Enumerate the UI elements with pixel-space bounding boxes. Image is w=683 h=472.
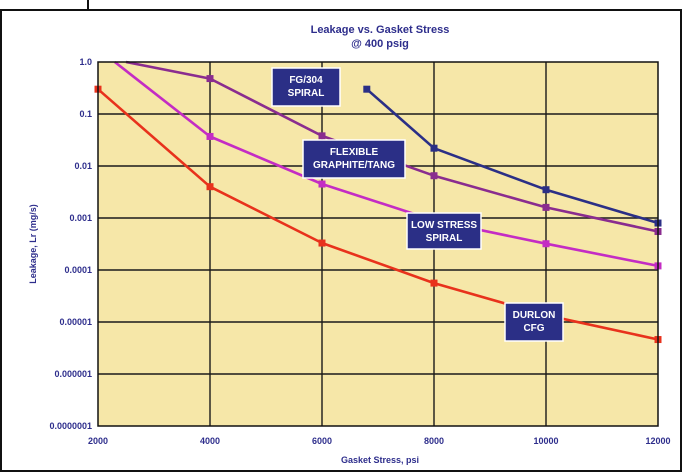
annotation-box-1: FLEXIBLE GRAPHITE/TANG: [302, 139, 406, 179]
x-tick-label: 4000: [200, 436, 220, 446]
series-point-3: [206, 183, 214, 191]
series-point-2: [318, 180, 326, 188]
plot-border: [97, 61, 659, 427]
series-point-0: [542, 186, 550, 194]
annotation-layer: FG/304 SPIRAL FLEXIBLE GRAPHITE/TANG LOW STR…: [271, 67, 564, 342]
annotation-text-line: CFG: [523, 323, 544, 334]
y-tick-label: 0.000001: [54, 369, 92, 379]
y-tick-label: 0.01: [74, 161, 92, 171]
annotation-text-line: DURLON: [513, 310, 556, 321]
series-point-0: [363, 85, 371, 93]
annotation-bg: [504, 302, 564, 342]
annotation-text-line: FG/304: [289, 75, 323, 86]
x-tick-label: 6000: [312, 436, 332, 446]
series-point-1: [430, 172, 438, 180]
x-tick-label: 10000: [533, 436, 558, 446]
annotation-text-line: LOW STRESS: [411, 220, 477, 231]
y-tick-label: 0.0000001: [49, 421, 92, 431]
series-point-1: [318, 132, 326, 140]
ticks-layer: 2000 4000 6000 8000 10000 12000 1.0 0.1 0.01 0.00…: [49, 57, 670, 446]
y-tick-label: 0.0001: [64, 265, 92, 275]
annotation-box-0: FG/304 SPIRAL: [271, 67, 341, 107]
y-tick-label: 0.1: [79, 109, 92, 119]
chart-title: Leakage vs. Gasket Stress: [311, 24, 450, 36]
annotation-box-2: LOW STRESS SPIRAL: [406, 212, 482, 250]
annotation-bg: [302, 139, 406, 179]
grid: [98, 62, 658, 426]
annotation-bg: [406, 212, 482, 250]
y-tick-label: 1.0: [79, 57, 92, 67]
series-point-1: [542, 203, 550, 211]
plot-background: [98, 62, 658, 426]
y-tick-label: 0.00001: [59, 317, 92, 327]
series-line-0: [365, 88, 659, 225]
annotation-box-3: DURLON CFG: [504, 302, 564, 342]
series-line-3: [97, 88, 659, 341]
annotation-text-line: SPIRAL: [288, 88, 325, 99]
y-axis-label: Leakage, Lr (mg/s): [28, 204, 38, 284]
x-tick-label: 2000: [88, 436, 108, 446]
x-axis-label: Gasket Stress, psi: [341, 455, 419, 465]
series-point-1: [206, 75, 214, 83]
y-tick-label: 0.001: [69, 213, 92, 223]
series-point-2: [206, 132, 214, 140]
series-point-0: [430, 144, 438, 152]
x-tick-label: 12000: [645, 436, 670, 446]
annotation-bg: [271, 67, 341, 107]
series-point-3: [318, 239, 326, 247]
chart-subtitle: @ 400 psig: [351, 38, 409, 50]
annotation-text-line: SPIRAL: [426, 233, 463, 244]
annotation-text-line: FLEXIBLE: [330, 147, 379, 158]
annotation-text-line: GRAPHITE/TANG: [313, 160, 395, 171]
x-tick-label: 8000: [424, 436, 444, 446]
series-point-2: [542, 240, 550, 248]
series-line-2: [113, 60, 659, 268]
series-point-3: [430, 279, 438, 287]
